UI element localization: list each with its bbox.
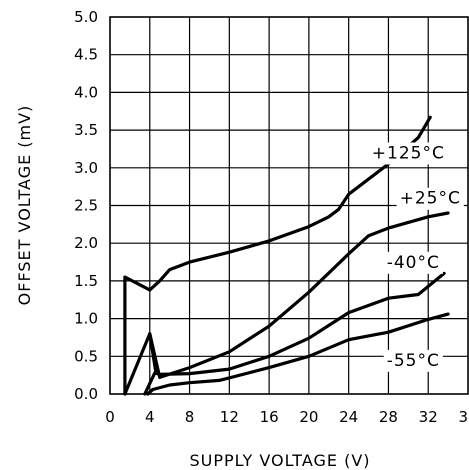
series-label-bg-3 [383, 349, 443, 372]
x-tick-24: 24 [339, 408, 358, 426]
series-label-0: +125°C [372, 143, 445, 163]
y-tick-3.5: 3.5 [74, 121, 98, 139]
series-curves [123, 115, 450, 396]
series-label-3: -55°C [387, 351, 440, 371]
series-label-bg-2 [383, 251, 443, 274]
series-label-bg-1 [396, 187, 464, 210]
x-axis-label: SUPPLY VOLTAGE (V) [190, 451, 371, 470]
x-tick-8: 8 [185, 408, 195, 426]
y-tick-4.0: 4.0 [74, 83, 98, 101]
y-axis-label: OFFSET VOLTAGE (mV) [15, 105, 34, 306]
x-tick-0: 0 [105, 408, 115, 426]
series-line-1 [123, 211, 450, 396]
y-tick-0.5: 0.5 [74, 347, 98, 365]
x-tick-36: 36 [458, 408, 469, 426]
series-label-1: +25°C [400, 189, 461, 209]
series-label-bg-0 [368, 142, 448, 165]
series-label-2: -40°C [387, 253, 440, 273]
x-tick-28: 28 [379, 408, 398, 426]
series-line-1-segment-0 [148, 332, 158, 373]
series-labels: +125°C +25°C -40°C -55°C [368, 142, 464, 372]
x-tick-16: 16 [260, 408, 279, 426]
y-tick-labels: 0.0 0.5 1.0 1.5 2.0 2.5 3.0 3.5 4.0 4.5 5.0 [74, 8, 98, 403]
plot-frame [109, 16, 469, 395]
series-line-3 [146, 312, 450, 396]
x-tick-4: 4 [145, 408, 155, 426]
y-tick-0.0: 0.0 [74, 385, 98, 403]
series-line-2 [143, 271, 446, 396]
series-line-0 [123, 115, 432, 396]
y-tick-4.5: 4.5 [74, 46, 98, 64]
y-tick-2.0: 2.0 [74, 234, 98, 252]
y-tick-1.5: 1.5 [74, 272, 98, 290]
y-tick-3.0: 3.0 [74, 159, 98, 177]
y-tick-1.0: 1.0 [74, 310, 98, 328]
x-tick-labels: 0 4 8 12 16 20 24 28 32 36 [105, 408, 469, 426]
y-tick-2.5: 2.5 [74, 197, 98, 215]
x-tick-32: 32 [419, 408, 438, 426]
x-tick-20: 20 [299, 408, 318, 426]
x-tick-12: 12 [220, 408, 239, 426]
y-tick-5.0: 5.0 [74, 8, 98, 26]
